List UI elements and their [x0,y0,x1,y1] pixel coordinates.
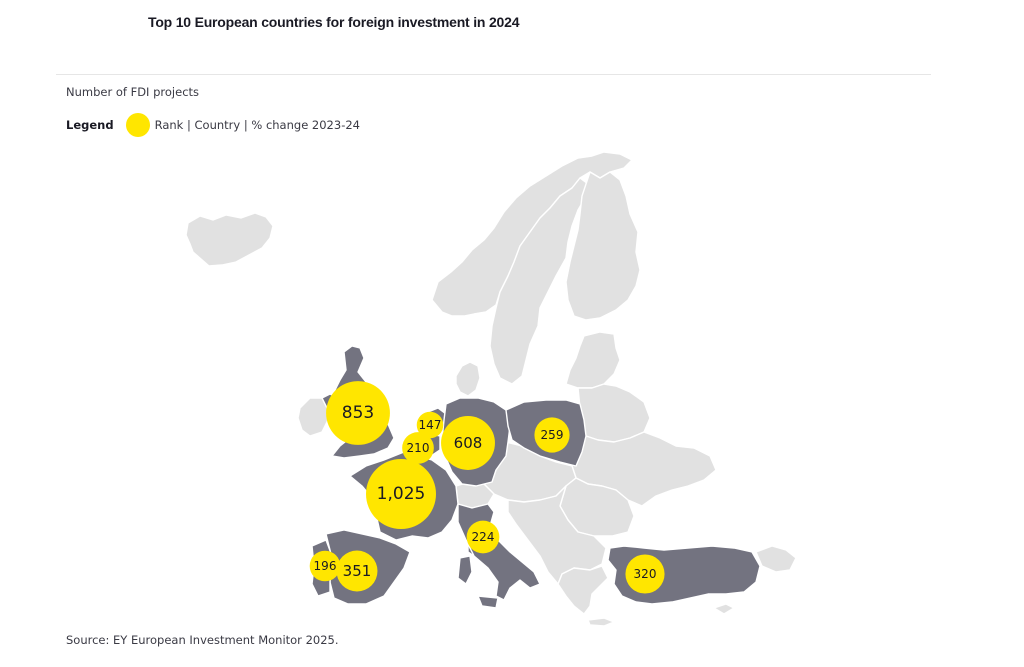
legend-bubble-icon [125,113,150,137]
legend-text: Rank | Country | % change 2023-24 [154,118,360,132]
bubble-224 [466,520,500,554]
chart-subtitle: Number of FDI projects [66,85,200,99]
bubble-853 [326,381,390,445]
map-base-layer [185,151,797,627]
island-crete [587,617,615,627]
island-sicily [477,595,499,609]
bubble-label-147: 147 [419,418,442,432]
bubble-351 [336,550,378,592]
bubble-label-608: 608 [454,434,483,452]
bubble-layer: 1,025 853 608 351 320 259 224 210 196 147 [309,381,665,594]
bubble-label-224: 224 [472,530,495,544]
country-balkans [507,485,607,585]
bubble-259 [534,417,570,453]
bubble-label-853: 853 [342,403,374,423]
bubble-label-1025: 1,025 [377,484,426,504]
bubble-label-320: 320 [634,567,657,581]
source-note: Source: EY European Investment Monitor 2… [66,633,339,647]
bubble-147 [416,411,444,439]
legend: Legend Rank | Country | % change 2023-24 [66,112,360,138]
bubble-label-259: 259 [541,428,564,442]
bubble-608 [441,416,495,470]
country-greece [557,565,609,615]
country-sweden [489,177,589,385]
divider [56,74,931,75]
country-iceland [185,212,274,267]
legend-title: Legend [66,118,114,132]
island-sardinia [457,555,473,585]
bubble-196 [309,550,341,582]
island-cyprus [713,603,735,615]
chart-title: Top 10 European countries for foreign in… [148,14,520,30]
country-ireland [297,397,331,437]
bubble-label-210: 210 [407,441,430,455]
bubble-1025 [366,459,436,529]
country-denmark [455,361,481,397]
country-baltics [565,331,621,389]
country-caucasus [755,545,797,573]
bubble-label-351: 351 [343,562,372,580]
bubble-label-196: 196 [314,559,337,573]
bubble-210 [402,432,434,464]
country-finland [565,171,641,321]
bubble-320 [625,554,665,594]
